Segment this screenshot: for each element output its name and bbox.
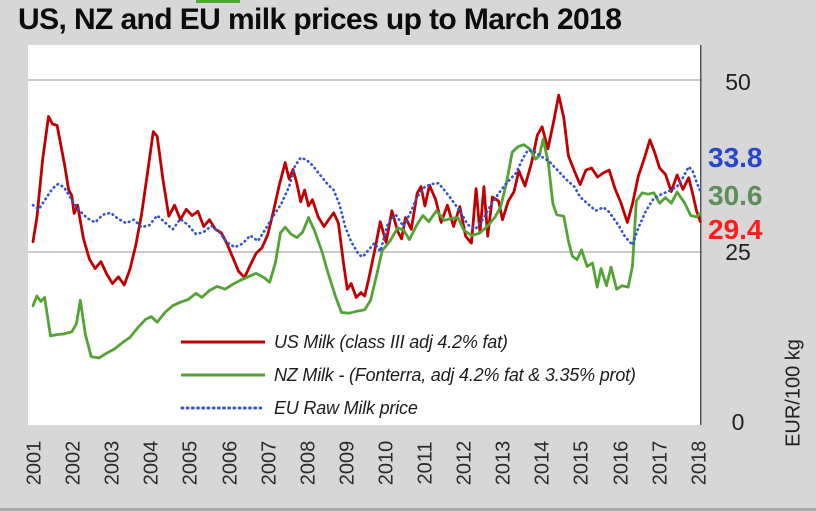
x-tick-label-2003: 2003 [101,440,124,486]
y-tick-25: 25 [725,239,751,265]
x-tick-label-2016: 2016 [610,440,632,486]
x-tick-label-2008: 2008 [297,440,320,486]
x-tick-label-2001: 2001 [23,440,46,486]
y-tick-0: 0 [731,409,745,435]
eu-end-value-label: 33.8 [708,142,763,173]
plot-area [28,45,702,425]
x-tick-label-2013: 2013 [492,440,515,486]
legend-item-us-milk: US Milk (class III adj 4.2% fat) [180,331,508,353]
x-tick-label-2014: 2014 [531,440,554,486]
legend-label-eu-milk: EU Raw Milk price [274,397,418,418]
x-tick-label-2018: 2018 [688,440,711,486]
legend-item-nz-milk: NZ Milk - (Fonterra, adj 4.2% fat & 3.35… [180,364,636,386]
us-end-value-label: 29.4 [708,214,763,245]
x-tick-label-2017: 2017 [649,440,672,486]
y-tick-50: 50 [725,69,751,95]
top-edge-artifact [196,0,240,3]
x-tick-label-2005: 2005 [179,440,202,486]
x-tick-label-2006: 2006 [219,440,241,486]
chart-title: US, NZ and EU milk prices up to March 20… [18,3,622,36]
x-tick-label-2010: 2010 [375,440,398,486]
legend-item-eu-milk: EU Raw Milk price [180,397,418,419]
bottom-edge-strip [0,508,816,511]
x-tick-label-2002: 2002 [62,440,85,486]
x-tick-label-2004: 2004 [140,440,163,486]
nz-end-value-label: 30.6 [708,180,763,211]
x-tick-label-2007: 2007 [258,440,281,486]
x-tick-label-2015: 2015 [570,440,593,486]
nz-line-swatch [181,373,265,377]
y-axis-unit-label: EUR/100 kg [782,339,805,447]
legend-label-nz-milk: NZ Milk - (Fonterra, adj 4.2% fat & 3.35… [274,364,636,385]
nz-milk-line [31,137,702,360]
chart-canvas [28,45,702,425]
x-tick-label-2009: 2009 [336,440,359,486]
x-tick-label-2012: 2012 [453,440,476,486]
eu-milk-line [31,148,702,259]
us-milk-line [31,93,702,299]
x-tick-label-2011: 2011 [414,441,437,485]
series-group [31,93,702,360]
legend-label-us-milk: US Milk (class III adj 4.2% fat) [274,331,508,352]
us-line-swatch [181,340,265,344]
eu-dotted-line-swatch [180,406,266,410]
